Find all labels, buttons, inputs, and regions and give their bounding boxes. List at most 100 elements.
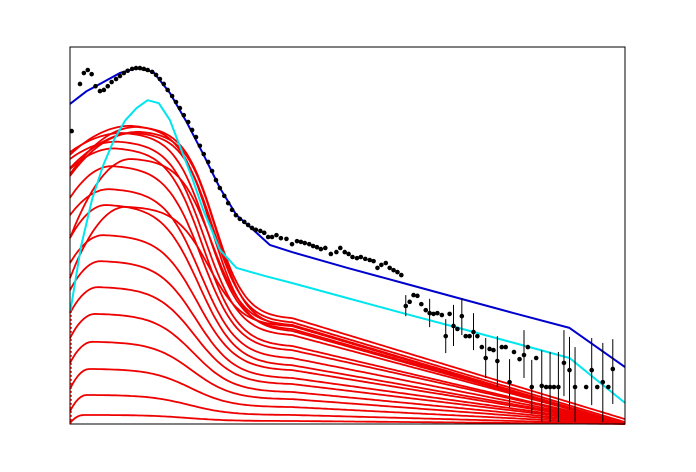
data-point-14 <box>125 68 131 74</box>
data-point-44 <box>245 222 251 228</box>
data-point-117 <box>551 384 557 390</box>
data-point-113 <box>533 355 539 361</box>
data-point-18 <box>141 66 147 72</box>
data-point-97 <box>467 333 472 339</box>
data-point-19 <box>145 67 150 73</box>
data-point-5 <box>89 71 94 77</box>
sub-component-line-13 <box>69 234 626 425</box>
data-point-49 <box>265 234 271 240</box>
data-point-114 <box>539 383 545 389</box>
data-point-84 <box>415 293 420 299</box>
data-point-98 <box>471 329 476 335</box>
data-point-55 <box>294 238 300 244</box>
data-point-38 <box>221 193 227 199</box>
data-point-83 <box>411 292 416 298</box>
data-point-71 <box>362 256 368 262</box>
data-point-26 <box>173 99 179 105</box>
data-point-67 <box>346 251 351 257</box>
data-point-23 <box>161 81 167 87</box>
data-point-124 <box>594 384 600 390</box>
data-point-48 <box>261 230 267 236</box>
data-point-39 <box>225 200 231 206</box>
data-point-35 <box>209 168 215 174</box>
data-point-100 <box>479 344 485 350</box>
data-point-107 <box>507 379 512 385</box>
data-point-88 <box>431 311 436 317</box>
sub-component-line-14 <box>69 260 626 425</box>
data-point-31 <box>193 134 199 140</box>
data-point-56 <box>298 239 304 245</box>
data-point-89 <box>435 310 440 316</box>
plot-frame <box>69 46 626 425</box>
data-point-93 <box>451 323 456 329</box>
data-point-65 <box>337 245 343 251</box>
sub-component-line-9 <box>69 147 626 425</box>
data-point-118 <box>556 384 561 390</box>
data-point-40 <box>229 207 235 213</box>
data-point-73 <box>371 258 376 264</box>
data-point-74 <box>375 265 380 271</box>
data-point-127 <box>610 366 616 372</box>
data-point-104 <box>495 358 500 364</box>
data-point-99 <box>475 333 480 339</box>
data-point-66 <box>342 249 348 255</box>
component-fit-group <box>69 99 626 404</box>
data-point-81 <box>403 303 409 309</box>
sub-component-line-15 <box>69 286 626 425</box>
data-point-61 <box>318 246 324 252</box>
sub-component-line-12 <box>69 204 626 425</box>
data-point-70 <box>358 254 364 260</box>
data-point-51 <box>274 232 279 238</box>
data-point-87 <box>427 310 432 316</box>
data-point-11 <box>113 76 119 82</box>
sub-component-line-11 <box>69 188 626 425</box>
data-point-15 <box>129 66 135 72</box>
data-point-68 <box>350 254 355 260</box>
data-point-90 <box>439 312 445 318</box>
data-point-105 <box>499 344 505 350</box>
data-point-126 <box>606 384 611 390</box>
data-point-120 <box>567 367 572 373</box>
data-point-36 <box>213 177 219 183</box>
data-point-119 <box>561 360 567 366</box>
data-point-103 <box>491 347 496 353</box>
sub-component-line-3 <box>69 132 626 423</box>
data-point-91 <box>443 333 449 339</box>
data-point-1 <box>69 128 74 134</box>
sub-component-line-8 <box>69 140 626 425</box>
data-point-17 <box>137 65 143 71</box>
sub-component-line-18 <box>69 368 626 425</box>
data-point-116 <box>547 384 553 390</box>
data-points-group <box>69 65 616 423</box>
data-point-4 <box>85 67 91 73</box>
data-point-109 <box>517 356 522 362</box>
sub-component-line-16 <box>69 312 626 425</box>
data-point-92 <box>447 311 452 317</box>
data-point-7 <box>97 88 103 94</box>
data-point-25 <box>169 93 175 99</box>
data-point-6 <box>93 83 98 89</box>
data-point-27 <box>177 105 183 111</box>
data-point-96 <box>463 333 469 339</box>
data-point-123 <box>589 367 594 373</box>
data-point-108 <box>511 349 517 355</box>
sub-component-line-4 <box>69 125 626 420</box>
data-point-58 <box>306 241 312 247</box>
data-point-110 <box>521 352 527 358</box>
data-point-82 <box>407 299 412 305</box>
data-point-75 <box>379 262 384 268</box>
data-point-121 <box>572 384 578 390</box>
data-point-101 <box>483 355 488 361</box>
data-point-59 <box>310 243 316 249</box>
data-point-22 <box>157 76 163 82</box>
data-point-30 <box>189 127 195 133</box>
data-point-16 <box>133 65 139 71</box>
data-point-3 <box>81 70 87 76</box>
data-point-47 <box>258 228 263 234</box>
data-point-10 <box>109 79 114 85</box>
data-point-46 <box>253 227 259 233</box>
data-point-28 <box>181 112 187 118</box>
data-point-29 <box>185 119 191 125</box>
sub-component-line-17 <box>69 340 626 425</box>
